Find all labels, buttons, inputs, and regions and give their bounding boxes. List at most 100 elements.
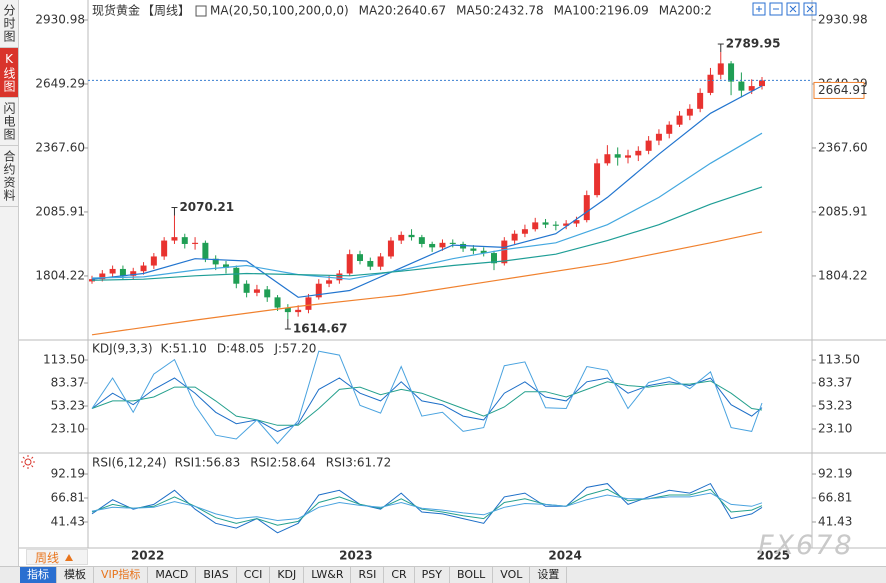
legend-label: J:57.20 [273,342,316,356]
annotation: 1614.67 [293,321,348,335]
candle-body [697,92,704,109]
legend-label: MA100:2196.09 [554,4,649,18]
candle-body [491,253,497,264]
indicator-line [91,488,763,526]
candle-body [439,242,446,248]
toolbar-tab[interactable]: KDJ [270,567,305,583]
candle-body [604,154,611,164]
sidebar-tab[interactable]: 分时图 [0,0,18,48]
candle-body [501,240,508,264]
period-button[interactable]: 周线 [26,549,88,565]
candle-body [408,234,415,238]
icon[interactable] [803,2,817,16]
toolbar-tab[interactable]: VIP指标 [94,567,149,583]
candle-body [264,289,271,298]
toolbar-tab[interactable]: CR [384,567,415,583]
candle-body [346,254,353,274]
legend-label: RSI3:61.72 [326,456,392,470]
candle-body [552,224,559,226]
legend-label: MA(20,50,100,200,0,0) [210,4,349,18]
toolbar-tab[interactable]: LW&R [304,567,352,583]
candle-body [243,283,250,293]
icon-glyph [756,5,814,13]
candle-body [326,280,333,284]
candle-body [150,256,157,266]
legend-label: MA50:2432.78 [456,4,544,18]
candle-body [429,243,436,248]
candle-body [625,155,631,158]
candle-body [635,150,642,156]
y-tick-label: 23.10 [51,422,85,436]
y-tick-label-right: 113.50 [818,353,860,367]
sidebar-tab[interactable]: 合约资料 [0,146,18,207]
candle-body [717,63,724,75]
y-tick-label-right: 2085.91 [818,204,868,218]
candle-body [305,297,312,310]
x-tick-label: 2025 [757,549,790,563]
x-tick-label: 2023 [339,549,372,563]
watermark: FX678 [758,530,854,561]
candle-body [645,140,652,151]
candle-body [223,264,229,268]
legend-label: 【周线】 [142,4,190,18]
toolbar-tab[interactable]: 设置 [530,567,568,583]
sidebar-tab[interactable]: 闪电图 [0,98,18,146]
candle-body [295,309,302,313]
candle-body [521,229,528,234]
toolbar-tab[interactable]: BIAS [196,567,237,583]
candle-body [398,234,405,241]
y-tick-label-right: 2367.60 [818,140,868,154]
legend-label: RSI2:58.64 [250,456,316,470]
candle-body [109,268,116,274]
legend-label: RSI(6,12,24) [92,456,167,470]
candle-body [161,240,168,257]
indicator-toolbar: 指标 模板 VIP指标 MACD BIAS CCI KDJ LW&R RSI CR PSY BOLL V… [0,566,886,583]
indicator-line [91,492,763,522]
candle-body [130,271,137,276]
toolbar-tab[interactable]: MACD [148,567,197,583]
candle-body [532,222,539,230]
legend-label: D:48.05 [217,342,265,356]
x-tick-label: 2024 [548,549,581,563]
toolbar-tab[interactable]: RSI [351,567,385,583]
sidebar-tab[interactable]: K线图 [0,48,18,98]
legend-label: 现货黄金 [92,3,140,18]
candle-body [140,265,147,272]
toolbar-tab[interactable]: 指标 [20,567,57,583]
candle-body [594,163,601,196]
toolbar-tab[interactable]: CCI [237,567,271,583]
y-tick-label-right: 41.43 [818,514,852,528]
candle-body [99,273,106,280]
toolbar-icons[interactable] [752,2,817,16]
y-tick-label-right: 66.81 [818,491,852,505]
legend-label: RSI1:56.83 [175,456,241,470]
candle-body [171,237,178,241]
background [18,0,886,566]
candle-body [583,195,590,221]
candle-body [542,222,549,225]
toolbar-tab[interactable]: 模板 [57,567,94,583]
candle-body [480,250,487,254]
candle-body [377,256,384,267]
y-tick-label-right: 2930.98 [818,12,868,26]
indicator-line [91,482,763,534]
legend-label: MA200:2 [659,4,712,18]
legend-label: KDJ(9,3,3) [92,342,153,356]
y-tick-label: 66.81 [51,491,85,505]
toolbar-tab[interactable]: PSY [415,567,451,583]
legend-label: K:51.10 [161,342,207,356]
indicator-icon [195,5,207,17]
indicator-line [91,377,763,432]
toolbar-tab[interactable]: VOL [493,567,531,583]
y-tick-label: 53.23 [51,399,85,413]
icon[interactable] [752,2,766,16]
icon[interactable] [786,2,800,16]
candle-body [460,243,467,249]
annotation: 2070.21 [179,200,234,214]
candle-body [367,260,374,267]
candle-body [563,223,570,226]
icon[interactable] [769,2,783,16]
y-tick-label: 41.43 [51,514,85,528]
toolbar-tab[interactable]: BOLL [450,567,494,583]
